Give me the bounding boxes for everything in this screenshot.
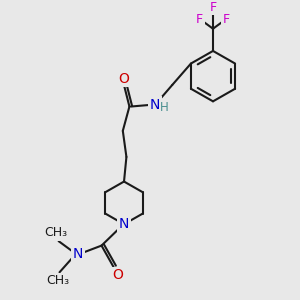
- Text: N: N: [119, 217, 129, 231]
- Text: CH₃: CH₃: [46, 274, 70, 287]
- Text: F: F: [223, 13, 230, 26]
- Text: F: F: [209, 1, 217, 14]
- Text: O: O: [118, 72, 130, 86]
- Text: H: H: [160, 101, 169, 114]
- Text: N: N: [150, 98, 160, 112]
- Text: O: O: [112, 268, 124, 282]
- Text: CH₃: CH₃: [44, 226, 67, 239]
- Text: F: F: [196, 13, 203, 26]
- Text: N: N: [73, 248, 83, 262]
